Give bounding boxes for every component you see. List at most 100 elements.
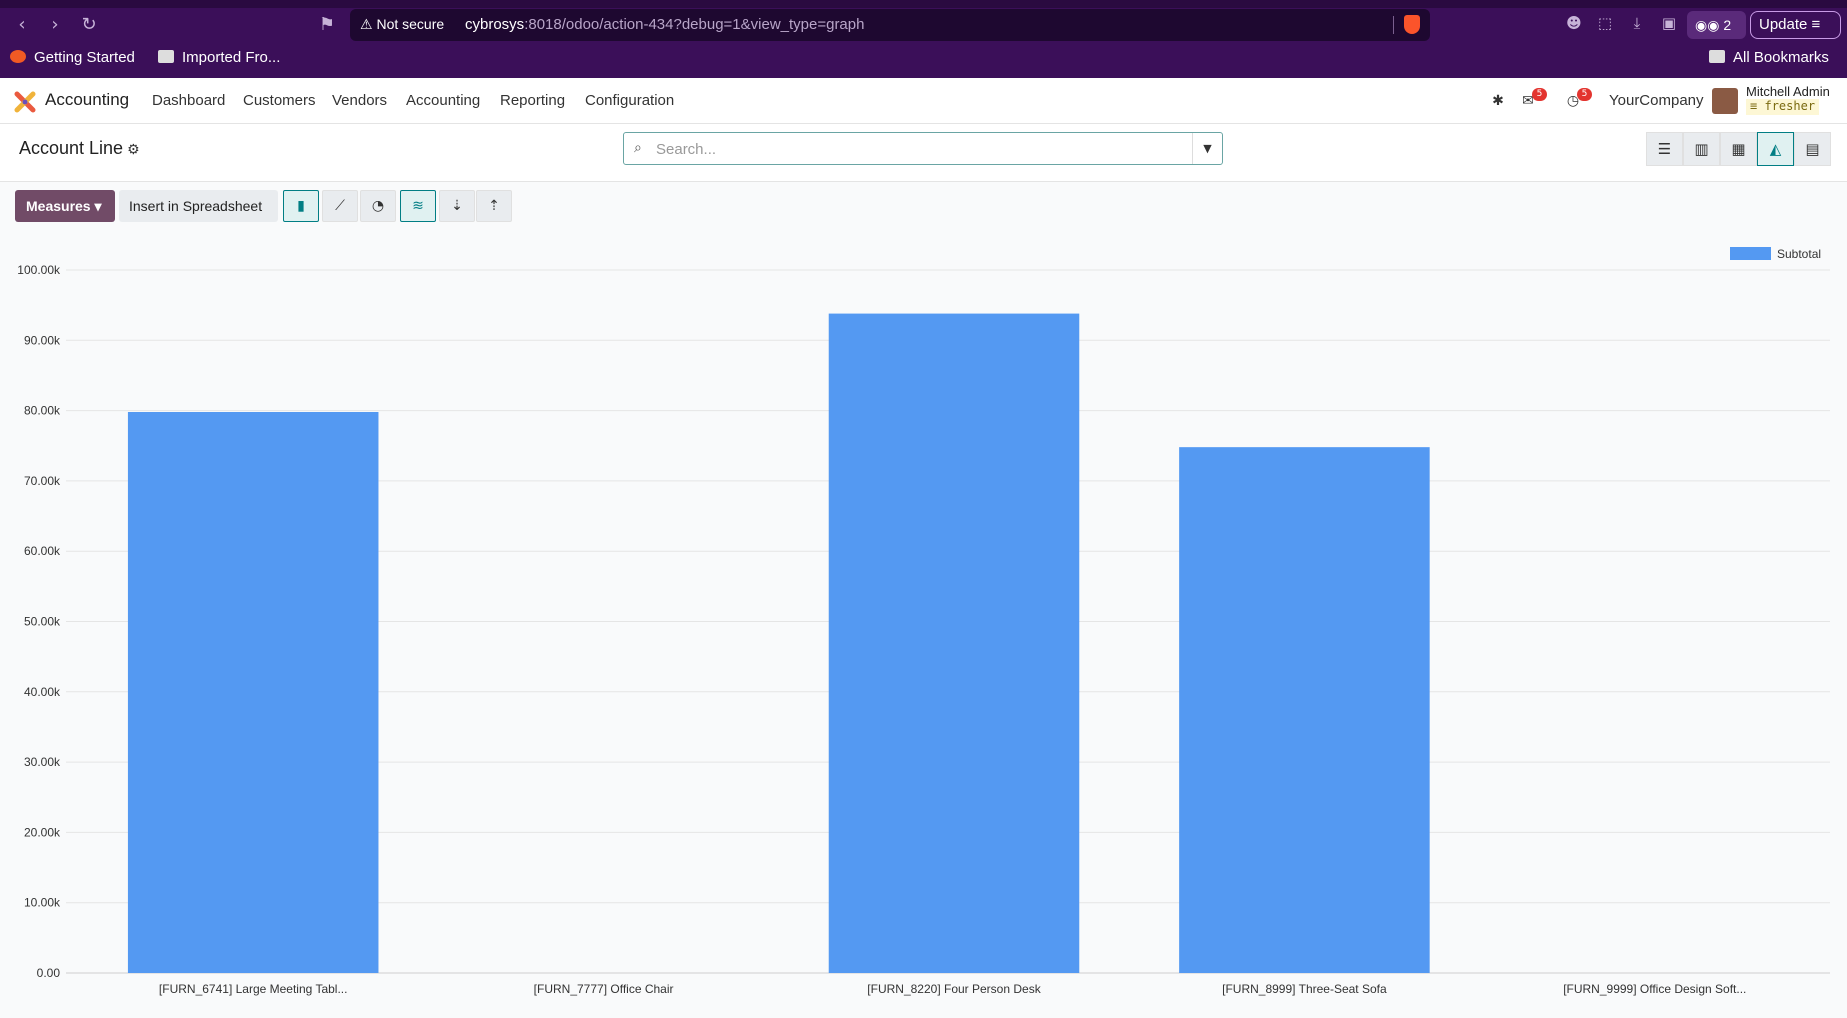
measures-dropdown[interactable]: Measures ▾ <box>15 190 115 222</box>
list-view-button[interactable]: ☰ <box>1646 132 1683 166</box>
page-title: Account Line <box>19 138 124 158</box>
y-tick-label: 0.00 <box>37 966 61 980</box>
all-bookmarks-label: All Bookmarks <box>1733 49 1829 66</box>
reload-icon[interactable]: ↻ <box>81 14 97 35</box>
messages-badge: 5 <box>1532 88 1547 101</box>
gear-icon[interactable]: ⚙ <box>127 141 140 157</box>
bar[interactable] <box>127 412 379 973</box>
private-profile-button[interactable]: ◉◉ 2 <box>1687 11 1746 39</box>
y-tick-label: 40.00k <box>24 685 61 699</box>
search-input[interactable] <box>656 138 1176 160</box>
menu-accounting[interactable]: Accounting <box>406 92 481 109</box>
tab-strip <box>0 0 1847 8</box>
y-tick-label: 10.00k <box>24 896 61 910</box>
menu-vendors[interactable]: Vendors <box>332 92 388 109</box>
x-tick-label: [FURN_6741] Large Meeting Tabl... <box>159 982 348 996</box>
url-host: cybrosys <box>465 16 525 33</box>
chart-legend[interactable]: Subtotal <box>1730 247 1821 261</box>
y-tick-label: 50.00k <box>24 615 61 629</box>
line-chart-button[interactable]: ⟋ <box>322 190 358 222</box>
bar[interactable] <box>1179 447 1430 973</box>
search-options-toggle[interactable]: ▼ <box>1192 133 1222 164</box>
all-bookmarks[interactable]: All Bookmarks <box>1709 49 1829 66</box>
y-tick-label: 60.00k <box>24 544 61 558</box>
url-text[interactable]: cybrosys:8018/odoo/action-434?debug=1&vi… <box>465 16 864 33</box>
bar-chart-button[interactable]: ▮ <box>283 190 319 222</box>
user-name[interactable]: Mitchell Admin <box>1746 84 1830 99</box>
bookmark-label: Getting Started <box>34 49 135 66</box>
sort-ascending-button[interactable]: ⇡ <box>476 190 512 222</box>
x-tick-label: [FURN_7777] Office Chair <box>534 982 674 996</box>
bookmark-getting-started[interactable]: Getting Started <box>10 49 135 66</box>
calendar-view-button[interactable]: ▤ <box>1794 132 1831 166</box>
insert-spreadsheet-button[interactable]: Insert in Spreadsheet <box>119 190 278 222</box>
not-secure-label: Not secure <box>376 16 445 32</box>
legend-label: Subtotal <box>1777 247 1822 261</box>
pie-chart-button[interactable]: ◔ <box>360 190 396 222</box>
y-tick-label: 80.00k <box>24 404 61 418</box>
measures-label: Measures <box>26 198 91 214</box>
menu-dashboard[interactable]: Dashboard <box>152 92 226 109</box>
stacked-button[interactable]: ≋ <box>400 190 436 222</box>
sort-descending-button[interactable]: ⇣ <box>439 190 475 222</box>
breadcrumb: Account Line ⚙ <box>19 138 140 159</box>
sidebar-icon[interactable]: ▣ <box>1661 14 1677 32</box>
database-badge: ≡ fresher <box>1746 99 1820 115</box>
chart-canvas: 0.00 10.00k 20.00k 30.00k 40.00k 50.00k 60.00k… <box>17 263 1830 996</box>
address-bar[interactable]: ⚠ Not secure cybrosys:8018/odoo/action-4… <box>350 9 1430 41</box>
legend-swatch <box>1730 247 1771 260</box>
menu-customers[interactable]: Customers <box>243 92 316 109</box>
extension-face-icon[interactable]: ☻ <box>1566 14 1582 32</box>
y-tick-label: 70.00k <box>24 474 61 488</box>
bar-chart: 0.00 10.00k 20.00k 30.00k 40.00k 50.00k 60.00k… <box>0 230 1847 1018</box>
activity-badge: 5 <box>1577 88 1592 101</box>
activity-clock-icon[interactable]: ◷ <box>1566 93 1580 109</box>
update-label: Update <box>1759 16 1808 33</box>
brave-shield-icon[interactable] <box>1404 15 1420 34</box>
folder-icon <box>1709 50 1725 63</box>
menu-icon: ≡ <box>1811 16 1821 33</box>
x-tick-label: [FURN_8220] Four Person Desk <box>867 982 1041 996</box>
graph-view-button[interactable]: ◭ <box>1757 132 1794 166</box>
bookmark-icon[interactable]: ⚑ <box>318 14 336 35</box>
urlbar-divider <box>1393 16 1394 34</box>
company-switcher[interactable]: YourCompany <box>1609 92 1704 109</box>
profile-count: 2 <box>1723 17 1732 33</box>
database-name: fresher <box>1764 99 1816 113</box>
kanban-view-button[interactable]: ▥ <box>1683 132 1720 166</box>
folder-icon <box>158 50 174 63</box>
database-icon: ≡ <box>1750 99 1758 113</box>
bookmark-label: Imported Fro... <box>182 49 281 66</box>
debug-bug-icon[interactable]: ✱ <box>1492 93 1504 109</box>
menu-reporting[interactable]: Reporting <box>500 92 566 109</box>
search-icon[interactable]: ⌕ <box>634 140 642 156</box>
menu-configuration[interactable]: Configuration <box>585 92 675 109</box>
update-button[interactable]: Update ≡ <box>1750 11 1841 39</box>
y-tick-label: 20.00k <box>24 825 61 839</box>
control-panel: Account Line⚙ ⌕ ▼ ☰ ▥ ▦ ◭ ▤ <box>0 124 1847 182</box>
y-tick-label: 30.00k <box>24 755 61 769</box>
bookmark-imported[interactable]: Imported Fro... <box>158 49 280 66</box>
odoo-navbar: Accounting Dashboard Customers Vendors A… <box>0 78 1847 124</box>
firefox-icon <box>10 50 26 63</box>
accounting-app-icon[interactable] <box>14 91 36 113</box>
x-tick-label: [FURN_9999] Office Design Soft... <box>1563 982 1746 996</box>
search-bar: ⌕ ▼ <box>623 132 1223 165</box>
x-tick-label: [FURN_8999] Three-Seat Sofa <box>1222 982 1387 996</box>
messages-icon[interactable]: ✉ <box>1522 93 1534 109</box>
bar[interactable] <box>828 313 1080 973</box>
url-path: :8018/odoo/action-434?debug=1&view_type=… <box>524 16 865 33</box>
avatar[interactable] <box>1712 88 1738 114</box>
y-tick-label: 100.00k <box>17 263 61 277</box>
back-icon[interactable]: ‹ <box>18 14 26 35</box>
glasses-icon: ◉◉ <box>1695 17 1720 33</box>
download-icon[interactable]: ⤓ <box>1633 14 1641 32</box>
not-secure-indicator[interactable]: ⚠ Not secure <box>360 16 445 32</box>
caret-down-icon: ▾ <box>94 198 102 214</box>
app-name[interactable]: Accounting <box>45 90 130 109</box>
extensions-icon[interactable]: ⬚ <box>1597 14 1613 32</box>
pivot-view-button[interactable]: ▦ <box>1720 132 1757 166</box>
forward-icon[interactable]: › <box>51 14 59 35</box>
y-tick-label: 90.00k <box>24 333 61 347</box>
browser-toolbar: ‹ › ↻ ⚑ ⚠ Not secure cybrosys:8018/odoo/… <box>0 0 1847 78</box>
